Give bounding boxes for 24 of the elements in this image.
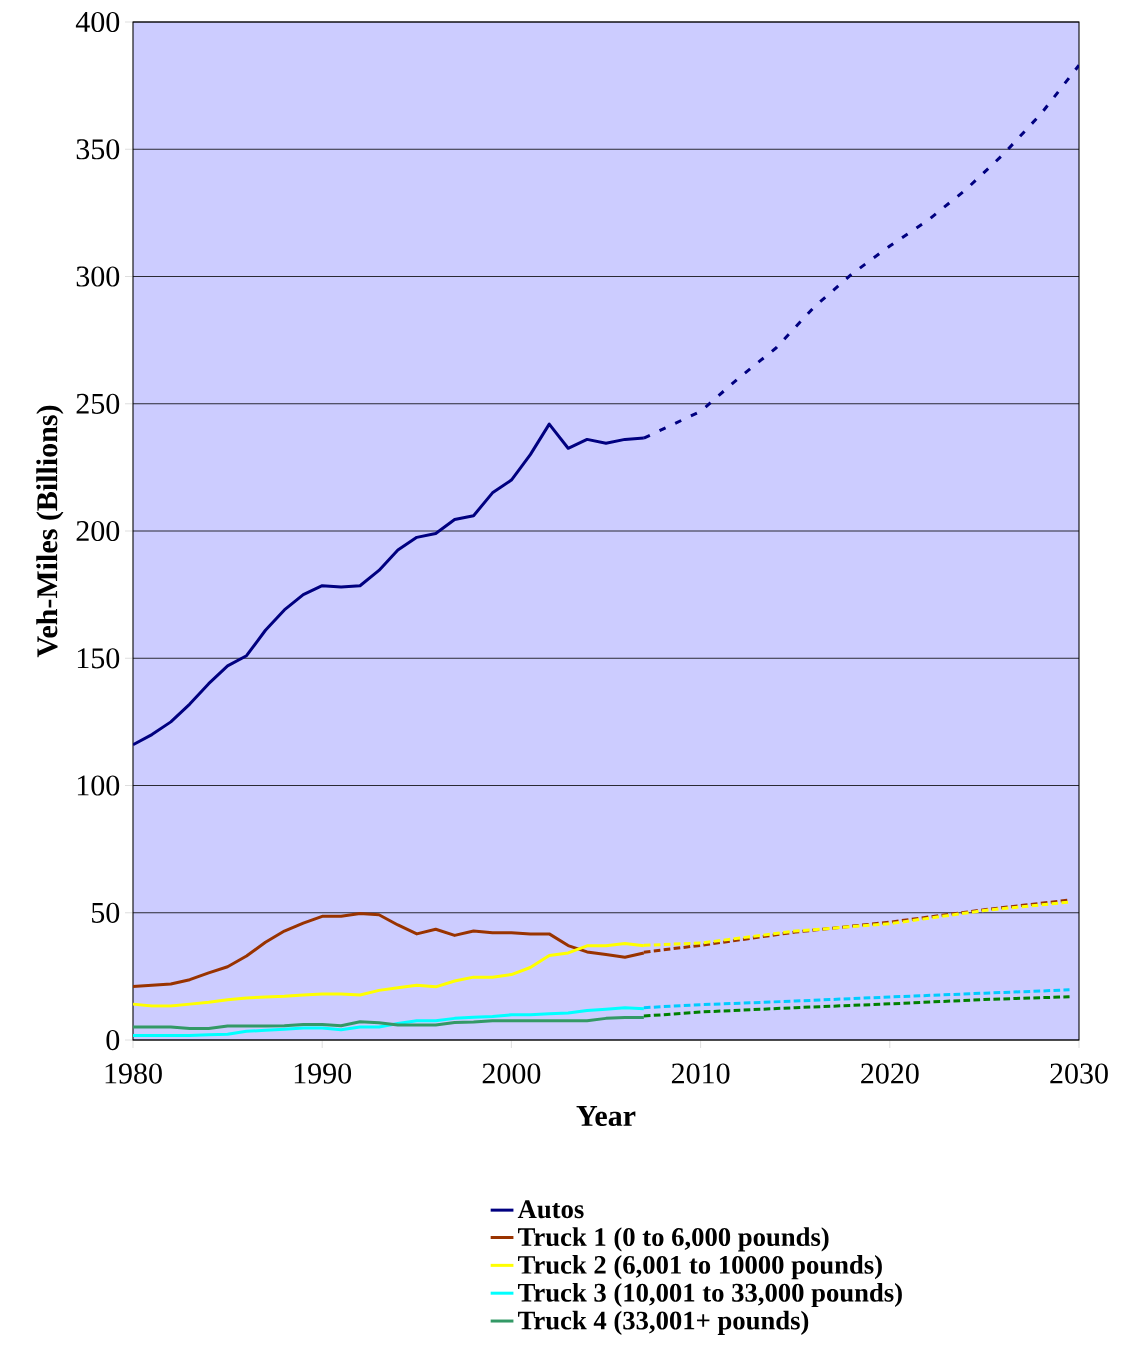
legend-label: Autos xyxy=(517,1200,584,1219)
y-tick-label: 0 xyxy=(106,1029,120,1051)
y-tick-label: 250 xyxy=(76,393,120,414)
x-tick-label: 2020 xyxy=(861,1063,919,1084)
y-tick-label: 100 xyxy=(77,775,120,796)
legend-label: Truck 4 (33,001+ pounds) xyxy=(518,1310,809,1335)
y-axis-title: Veh-Miles (Billions) xyxy=(36,405,64,658)
x-tick-label: 1990 xyxy=(294,1063,352,1084)
line-series xyxy=(642,995,1072,1018)
x-axis-title: Year xyxy=(576,1106,636,1127)
y-tick-label: 400 xyxy=(75,11,120,33)
legend-label: Truck 1 (0 to 6,000 pounds) xyxy=(518,1227,829,1252)
line-series xyxy=(642,988,1072,1010)
x-tick-label: 1980 xyxy=(105,1063,162,1084)
y-tick-label: 200 xyxy=(76,520,120,542)
legend-label: Truck 3 (10,001 to 33,000 pounds) xyxy=(518,1282,902,1308)
y-tick-label: 50 xyxy=(92,902,120,923)
x-tick-label: 2030 xyxy=(1050,1063,1108,1084)
x-tick-label: 2010 xyxy=(671,1063,730,1084)
legend-label: Truck 2 (6,001 to 10000 pounds) xyxy=(518,1255,882,1280)
y-tick-label: 350 xyxy=(76,139,120,160)
x-tick-label: 2000 xyxy=(482,1063,541,1084)
y-tick-label: 300 xyxy=(76,266,120,287)
y-tick-label: 150 xyxy=(77,648,120,669)
